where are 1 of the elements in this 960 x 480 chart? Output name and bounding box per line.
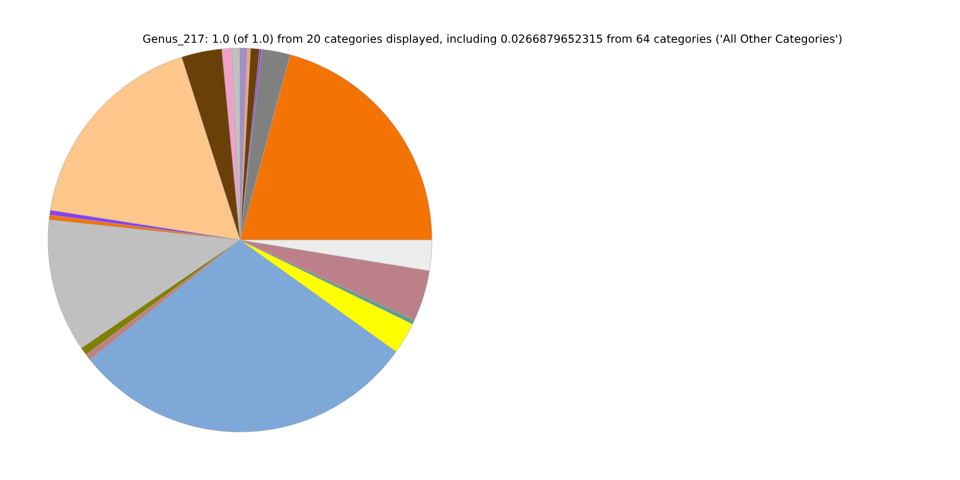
- text: Genus_217: 1.0 (of 1.0) from 20 categories displayed, including 0.0266879652315 from 64 categories ('All Other Categories'): [143, 34, 842, 46]
